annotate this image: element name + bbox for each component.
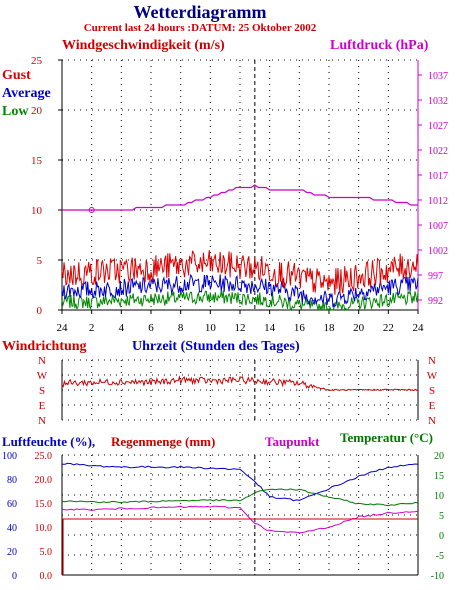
temperature-axis-label: Temperatur (°C)	[340, 430, 433, 445]
series-taupunkt-line	[61, 505, 419, 534]
wind-axis-label: Windgeschwindigkeit (m/s)	[62, 38, 225, 53]
series-windrichtung-line	[61, 374, 419, 392]
pressure-y-tick-label: 1017	[428, 171, 448, 182]
temperature-tick-label: -10	[431, 571, 444, 582]
pressure-y-tick-label: 1027	[428, 121, 448, 132]
pressure-y-tick-label: 992	[428, 296, 443, 307]
temperature-tick-label: 5	[439, 511, 444, 522]
series-gust-line	[61, 250, 419, 295]
direction-tick-right: W	[427, 370, 438, 382]
direction-tick-right: N	[428, 355, 436, 367]
wind-y-tick-label: 10	[31, 205, 43, 217]
chart-title: Wetterdiagramm	[134, 2, 267, 22]
humidity-tick-label: 60	[7, 499, 17, 510]
time-x-tick-label: 18	[324, 322, 336, 334]
pressure-y-tick-label: 1022	[428, 146, 448, 157]
chart-subtitle: Current last 24 hours :DATUM: 25 Oktober…	[84, 22, 317, 34]
direction-tick-right: N	[428, 415, 436, 427]
time-x-tick-label: 22	[383, 322, 394, 334]
legend-average: Average	[2, 86, 51, 101]
pressure-y-tick-label: 1002	[428, 246, 448, 257]
temperature-tick-label: -5	[436, 551, 444, 562]
temperature-tick-label: 0	[439, 531, 444, 542]
humidity-tick-label: 40	[7, 523, 17, 534]
time-x-tick-label: 6	[148, 322, 154, 334]
pressure-y-tick-label: 1012	[428, 196, 448, 207]
series-temperatur-line	[61, 488, 419, 507]
pressure-y-tick-label: 1037	[428, 71, 448, 82]
direction-tick-right: S	[429, 385, 435, 397]
direction-tick-left: N	[38, 415, 46, 427]
pressure-y-tick-label: 1007	[428, 221, 448, 232]
dew-axis-label: Taupunkt	[265, 434, 320, 449]
pressure-axis-label: Luftdruck (hPa)	[330, 38, 429, 53]
series-luftdruck-line	[62, 184, 418, 211]
humidity-tick-label: 80	[7, 475, 17, 486]
time-x-tick-label: 20	[353, 322, 365, 334]
wind-y-tick-label: 20	[31, 105, 43, 117]
time-x-tick-label: 24	[413, 322, 425, 334]
time-x-tick-label: 10	[205, 322, 217, 334]
series-average-line	[61, 273, 419, 308]
wind-y-tick-label: 25	[31, 55, 43, 67]
direction-tick-left: N	[38, 355, 46, 367]
time-axis-label: Uhrzeit (Stunden des Tages)	[132, 339, 300, 354]
direction-tick-right: E	[429, 400, 436, 412]
time-x-tick-label: 12	[235, 322, 246, 334]
legend-gust: Gust	[2, 68, 31, 83]
rain-tick-label: 10.0	[35, 523, 53, 534]
series-luftfeuchte-line	[61, 462, 419, 502]
humidity-tick-label: 20	[7, 547, 17, 558]
rain-tick-label: 0.0	[40, 571, 53, 582]
rain-tick-label: 20.0	[35, 475, 53, 486]
direction-tick-left: S	[39, 385, 45, 397]
chart-marks: 2520151050103710321027102210171012100710…	[2, 55, 448, 582]
pressure-y-tick-label: 1032	[428, 96, 448, 107]
temperature-tick-label: 20	[434, 451, 444, 462]
time-x-tick-label: 2	[89, 322, 95, 334]
series-low-line	[61, 290, 419, 312]
pressure-y-tick-label: 997	[428, 271, 443, 282]
rain-axis-label: Regenmenge (mm)	[111, 434, 215, 449]
humidity-tick-label: 0	[12, 571, 17, 582]
wind-y-tick-label: 15	[31, 155, 43, 167]
legend-low: Low	[2, 104, 29, 119]
direction-tick-left: W	[37, 370, 48, 382]
humidity-axis-label: Luftfeuchte (%),	[2, 434, 95, 449]
temperature-tick-label: 10	[434, 491, 444, 502]
time-x-tick-label: 4	[119, 322, 125, 334]
pressure-marker	[88, 207, 95, 213]
direction-tick-left: E	[39, 400, 46, 412]
rain-tick-label: 5.0	[40, 547, 53, 558]
rain-tick-label: 25.0	[35, 451, 53, 462]
time-x-tick-label: 24	[57, 322, 69, 334]
temperature-tick-label: 15	[434, 471, 444, 482]
humidity-tick-label: 100	[2, 451, 17, 462]
time-x-tick-label: 16	[294, 322, 306, 334]
direction-axis-label: Windrichtung	[2, 339, 87, 354]
rain-tick-label: 15.0	[35, 499, 53, 510]
wind-y-tick-label: 5	[37, 255, 43, 267]
time-x-tick-label: 14	[264, 322, 276, 334]
wind-y-tick-label: 0	[37, 305, 43, 317]
time-x-tick-label: 8	[178, 322, 184, 334]
